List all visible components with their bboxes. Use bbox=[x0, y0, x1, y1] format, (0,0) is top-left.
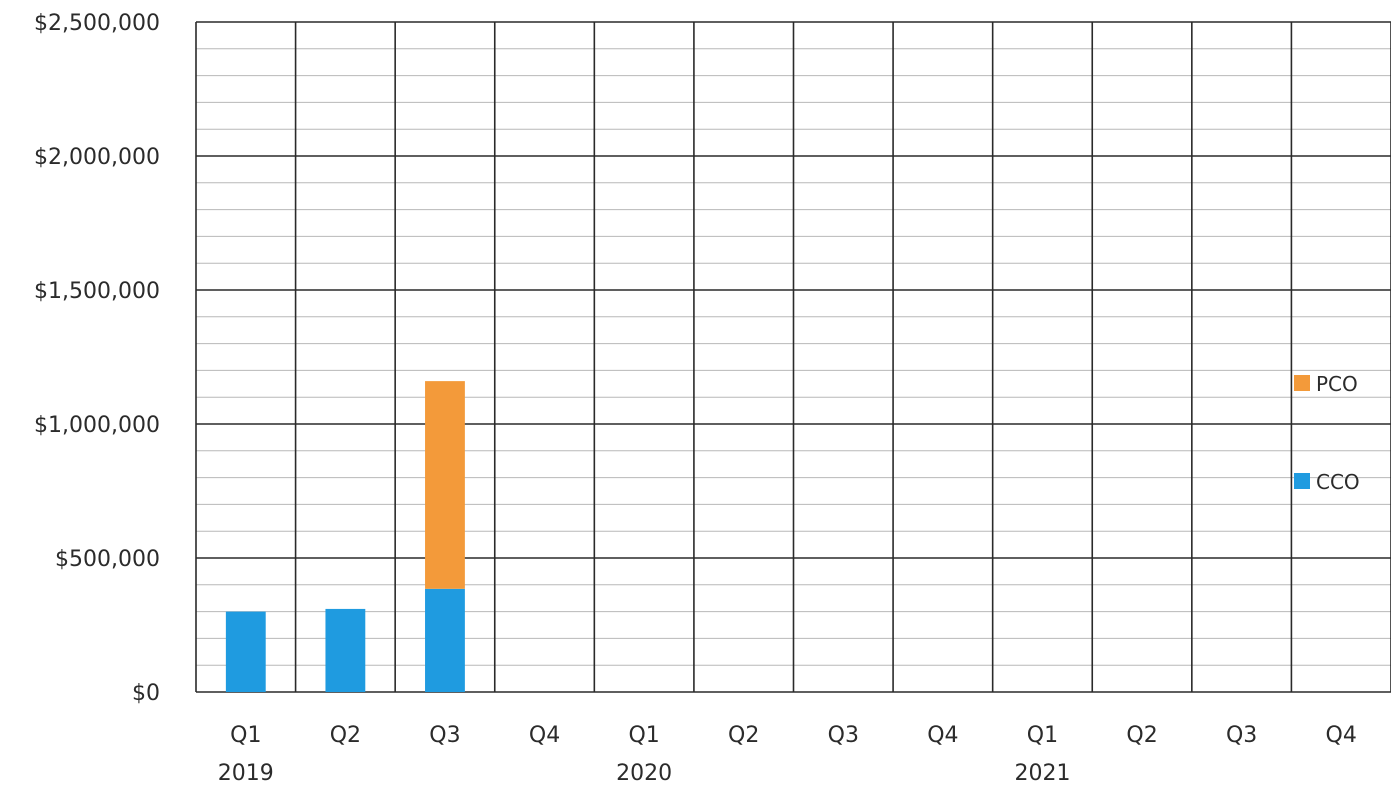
x-category-label: Q3 bbox=[828, 723, 859, 748]
x-category-label: Q2 bbox=[330, 723, 361, 748]
bar-cco bbox=[325, 608, 366, 692]
y-tick-label: $2,500,000 bbox=[34, 11, 160, 36]
x-year-label: 2021 bbox=[1014, 761, 1070, 786]
legend-swatch-cco bbox=[1294, 473, 1310, 489]
legend-label-cco: CCO bbox=[1316, 470, 1360, 494]
x-year-label: 2020 bbox=[616, 761, 672, 786]
x-category-label: Q4 bbox=[927, 723, 958, 748]
x-category-label: Q4 bbox=[529, 723, 560, 748]
legend-label-pco: PCO bbox=[1316, 372, 1358, 396]
bar-cco bbox=[425, 588, 465, 692]
legend: PCO CCO bbox=[1294, 372, 1360, 494]
y-tick-label: $0 bbox=[132, 681, 160, 706]
bar-pco bbox=[425, 381, 465, 589]
x-category-label: Q3 bbox=[1226, 723, 1257, 748]
bar-cco bbox=[225, 611, 266, 692]
grid bbox=[195, 21, 1391, 693]
legend-swatch-pco bbox=[1294, 375, 1310, 391]
x-category-label: Q2 bbox=[728, 723, 759, 748]
x-year-label: 2019 bbox=[218, 761, 274, 786]
y-tick-label: $500,000 bbox=[55, 547, 160, 572]
x-category-label: Q3 bbox=[429, 723, 460, 748]
x-category-label: Q1 bbox=[1027, 723, 1058, 748]
x-category-label: Q1 bbox=[230, 723, 261, 748]
y-tick-label: $1,500,000 bbox=[34, 279, 160, 304]
y-axis: $0 $500,000 $1,000,000 $1,500,000 $2,000,000… bbox=[34, 11, 160, 706]
bars bbox=[225, 381, 465, 692]
x-category-label: Q1 bbox=[628, 723, 659, 748]
x-axis: Q1 Q2 Q3 Q4 Q1 Q2 Q3 Q4 Q1 Q2 Q3 Q4 2019 2020 2021 bbox=[218, 723, 1357, 786]
y-tick-label: $2,000,000 bbox=[34, 145, 160, 170]
x-category-label: Q4 bbox=[1326, 723, 1357, 748]
y-tick-label: $1,000,000 bbox=[34, 413, 160, 438]
x-category-label: Q2 bbox=[1126, 723, 1157, 748]
